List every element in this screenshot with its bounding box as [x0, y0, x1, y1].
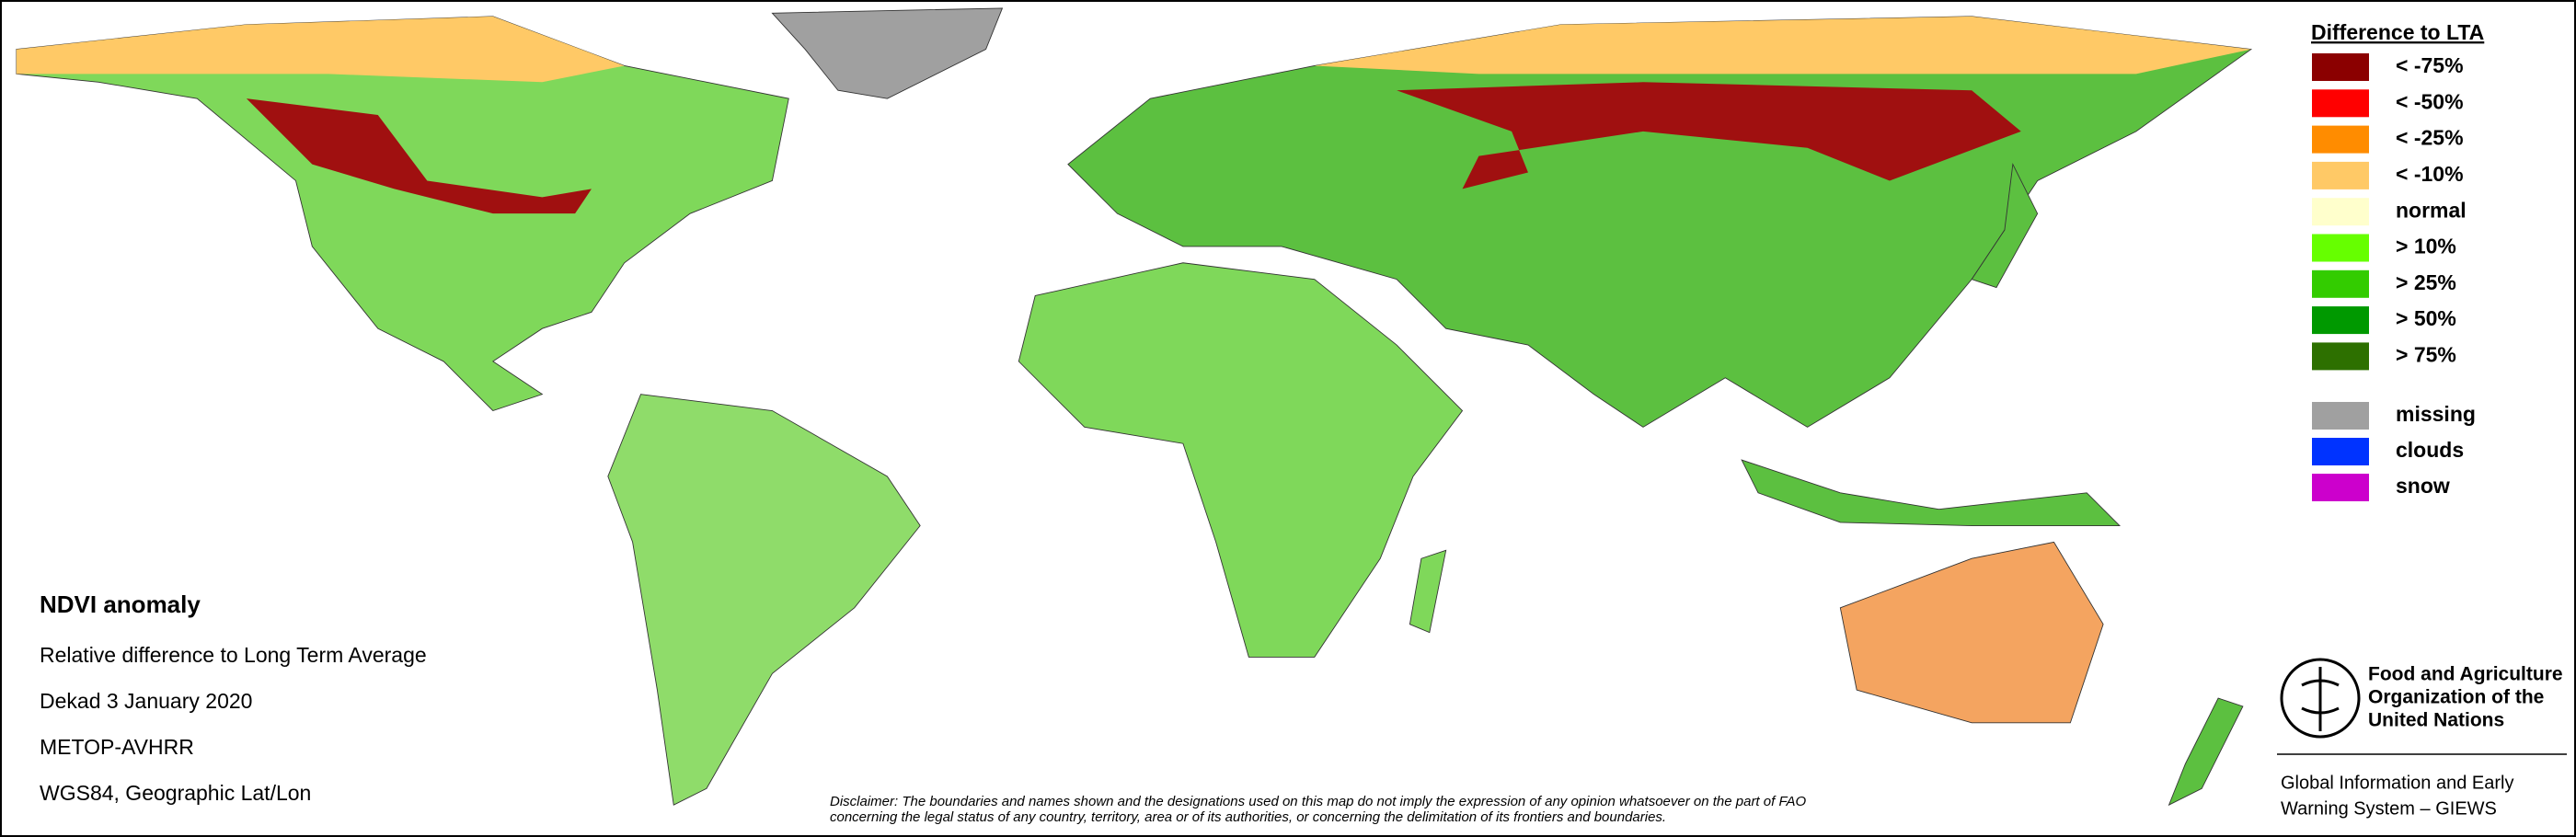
world-map: [16, 7, 2253, 807]
info-line: Relative difference to Long Term Average: [40, 643, 427, 667]
legend-label: < -10%: [2396, 162, 2464, 186]
eurasia-deficit: [1397, 82, 2021, 189]
legend-label: < -25%: [2396, 126, 2464, 150]
new-zealand: [2168, 697, 2244, 807]
org-name: Food and Agriculture: [2368, 664, 2563, 685]
legend-swatch: [2312, 474, 2369, 501]
legend-label: > 75%: [2396, 342, 2456, 366]
legend-label: < -75%: [2396, 53, 2464, 77]
disclaimer-line: concerning the legal status of any count…: [830, 809, 1666, 825]
legend-swatch: [2312, 306, 2369, 335]
legend: Difference to LTA < -75% < -50% < -25% < -10…: [2311, 20, 2484, 501]
info-line: Dekad 3 January 2020: [40, 689, 252, 713]
legend-title: Difference to LTA: [2311, 20, 2484, 44]
info-line: METOP-AVHRR: [40, 735, 194, 759]
indonesia: [1741, 459, 2122, 526]
legend-label: > 50%: [2396, 306, 2456, 330]
info-block: NDVI anomaly Relative difference to Long …: [40, 590, 427, 805]
legend-swatch: [2312, 342, 2369, 371]
legend-swatch: [2312, 438, 2369, 465]
legend-swatch: [2312, 125, 2369, 154]
legend-swatch: [2312, 53, 2369, 81]
legend-label: > 25%: [2396, 270, 2456, 294]
north-america-anomaly: [16, 16, 625, 83]
info-title: NDVI anomaly: [40, 590, 201, 618]
logo-ring: [2280, 658, 2361, 739]
africa: [1018, 262, 1464, 658]
info-line: WGS84, Geographic Lat/Lon: [40, 781, 311, 805]
system-name: Global Information and Early: [2281, 773, 2513, 793]
north-america: [16, 16, 789, 412]
legend-label: > 10%: [2396, 235, 2456, 258]
north-america-deficit: [246, 98, 592, 214]
japan: [1971, 163, 2039, 289]
disclaimer: Disclaimer: The boundaries and names sho…: [830, 794, 1807, 825]
australia: [1839, 541, 2104, 724]
legend-swatch: [2312, 89, 2369, 118]
disclaimer-line: Disclaimer: The boundaries and names sho…: [830, 794, 1807, 809]
system-name: Warning System – GIEWS: [2281, 798, 2497, 819]
org-name: United Nations: [2368, 710, 2504, 731]
legend-swatch: [2312, 402, 2369, 430]
fao-logo: [2280, 658, 2361, 739]
logo-wheat: [2301, 667, 2340, 731]
legend-label: missing: [2396, 402, 2476, 426]
eurasia-anomaly: [1314, 16, 2251, 75]
greenland: [771, 7, 1004, 99]
legend-swatch: [2312, 234, 2369, 262]
south-america: [607, 394, 921, 806]
legend-label: < -50%: [2396, 89, 2464, 113]
legend-swatch: [2312, 269, 2369, 298]
org-name: Organization of the: [2368, 687, 2544, 708]
legend-swatch: [2312, 198, 2369, 226]
legend-swatch: [2312, 161, 2369, 189]
legend-label: normal: [2396, 198, 2467, 222]
madagascar: [1409, 549, 1447, 634]
legend-label: snow: [2396, 474, 2450, 498]
legend-label: clouds: [2396, 438, 2464, 462]
